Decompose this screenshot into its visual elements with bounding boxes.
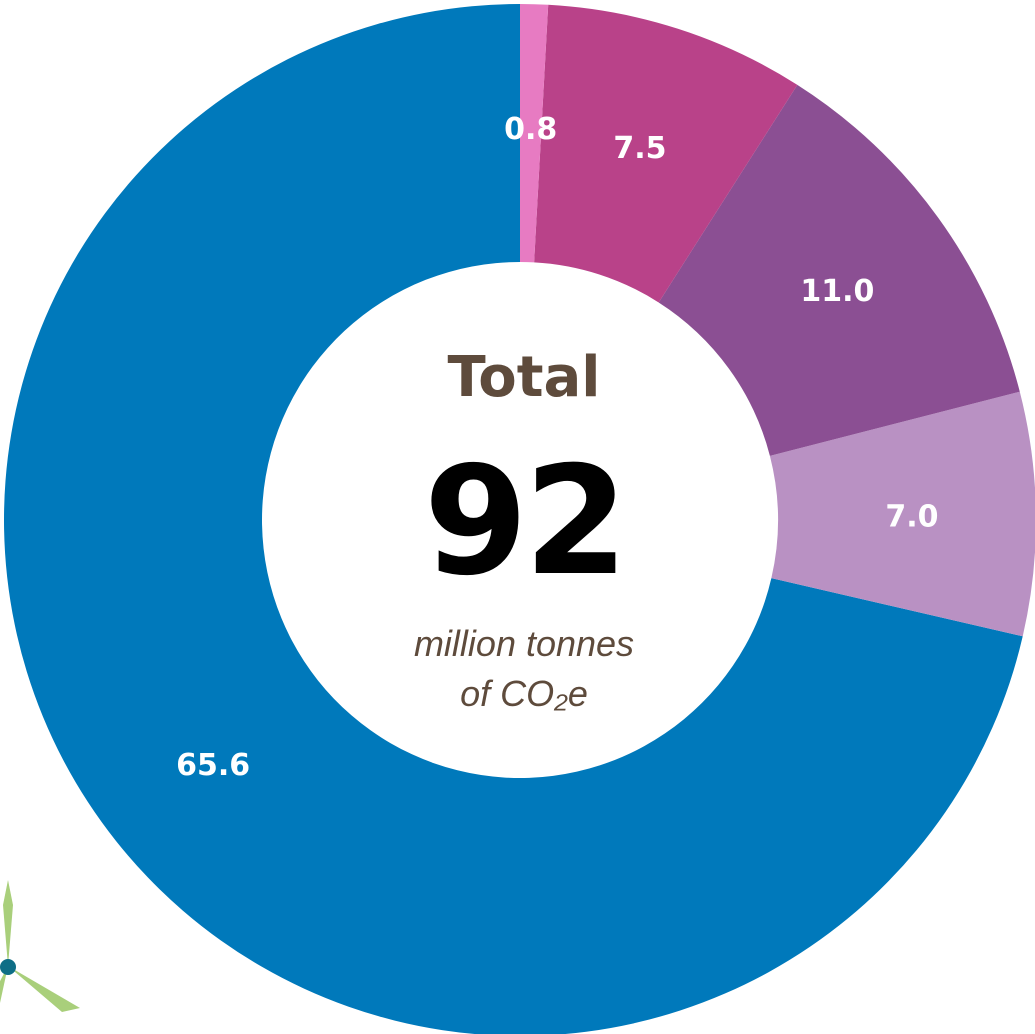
- slices-group: [3, 4, 1035, 1034]
- wind-turbine-icon: [0, 880, 80, 1012]
- donut-slice-4: [520, 4, 549, 263]
- center-unit-line-1: million tonnes: [414, 623, 634, 664]
- slice-label-0: 65.6: [176, 748, 250, 783]
- center-labels: Total 92 million tonnes of CO₂e: [414, 345, 634, 714]
- donut-slice-1: [769, 391, 1035, 637]
- slice-label-2: 11.0: [800, 274, 874, 309]
- donut-slice-0: [3, 4, 1023, 1034]
- slice-label-4: 0.8: [504, 112, 557, 147]
- slice-label-3: 7.5: [613, 131, 666, 166]
- slice-label-1: 7.0: [885, 499, 938, 534]
- center-unit-line-2: of CO₂e: [460, 673, 588, 714]
- slice-labels-group: 65.6 7.0 11.0 7.5 0.8: [176, 112, 938, 783]
- donut-slice-3: [534, 4, 798, 303]
- center-title: Total: [448, 345, 601, 410]
- center-total: 92: [424, 435, 625, 609]
- donut-slice-2: [658, 84, 1020, 456]
